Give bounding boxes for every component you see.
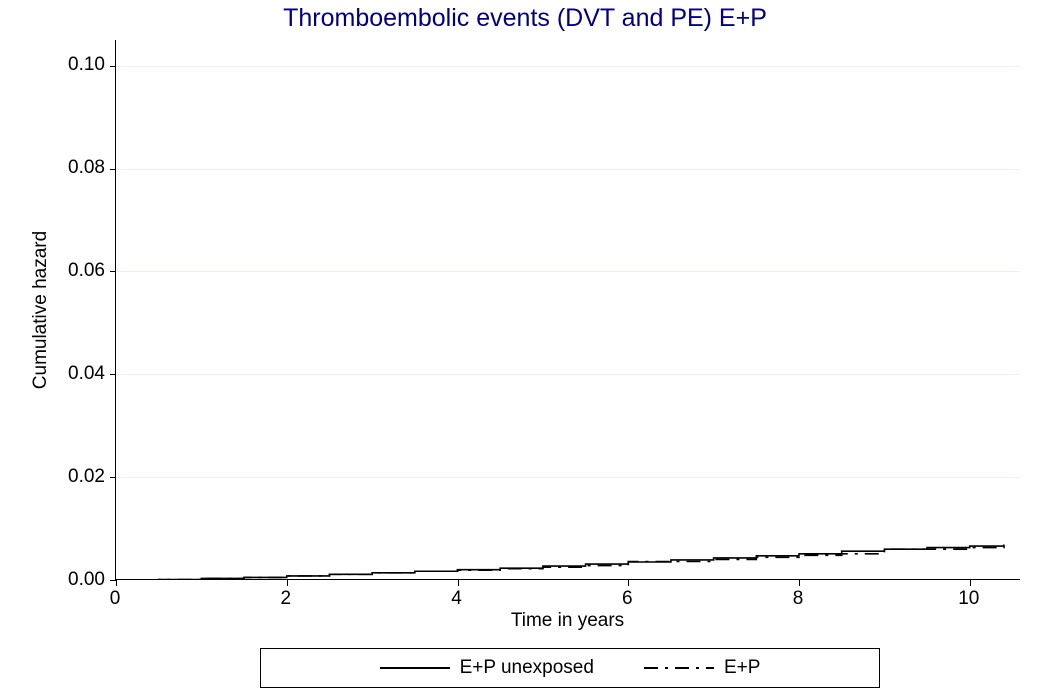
plot-area (115, 40, 1020, 580)
legend-item: E+P (644, 657, 760, 679)
x-tick-mark (970, 580, 971, 586)
gridline-h (116, 169, 1020, 170)
y-tick-mark (110, 477, 116, 478)
y-tick-mark (110, 66, 116, 67)
gridline-h (116, 66, 1020, 67)
series-line (116, 545, 1004, 580)
chart-title: Thromboembolic events (DVT and PE) E+P (0, 4, 1050, 33)
legend-label: E+P (724, 657, 760, 679)
gridline-h (116, 477, 1020, 478)
x-tick-label: 6 (607, 588, 647, 610)
x-tick-mark (628, 580, 629, 586)
y-tick-label: 0.02 (55, 466, 105, 488)
gridline-h (116, 374, 1020, 375)
hazard-chart-figure: Thromboembolic events (DVT and PE) E+P C… (0, 0, 1050, 696)
x-tick-label: 8 (778, 588, 818, 610)
legend-item: E+P unexposed (380, 657, 594, 679)
y-tick-label: 0.06 (55, 260, 105, 282)
x-tick-mark (287, 580, 288, 586)
y-tick-mark (110, 169, 116, 170)
y-tick-mark (110, 374, 116, 375)
x-tick-label: 2 (266, 588, 306, 610)
legend-swatch (380, 667, 450, 669)
legend-label: E+P unexposed (460, 657, 594, 679)
legend: E+P unexposed E+P (260, 648, 880, 688)
y-tick-label: 0.10 (55, 54, 105, 76)
y-tick-label: 0.08 (55, 157, 105, 179)
x-tick-label: 4 (437, 588, 477, 610)
legend-swatch (644, 667, 714, 669)
y-tick-mark (110, 271, 116, 272)
x-tick-mark (799, 580, 800, 586)
x-tick-mark (458, 580, 459, 586)
x-axis-label: Time in years (115, 610, 1020, 632)
x-tick-mark (116, 580, 117, 586)
gridline-h (116, 271, 1020, 272)
x-tick-label: 10 (949, 588, 989, 610)
y-axis-label: Cumulative hazard (30, 180, 52, 440)
x-tick-label: 0 (95, 588, 135, 610)
chart-lines-svg (116, 40, 1021, 580)
y-tick-label: 0.04 (55, 363, 105, 385)
